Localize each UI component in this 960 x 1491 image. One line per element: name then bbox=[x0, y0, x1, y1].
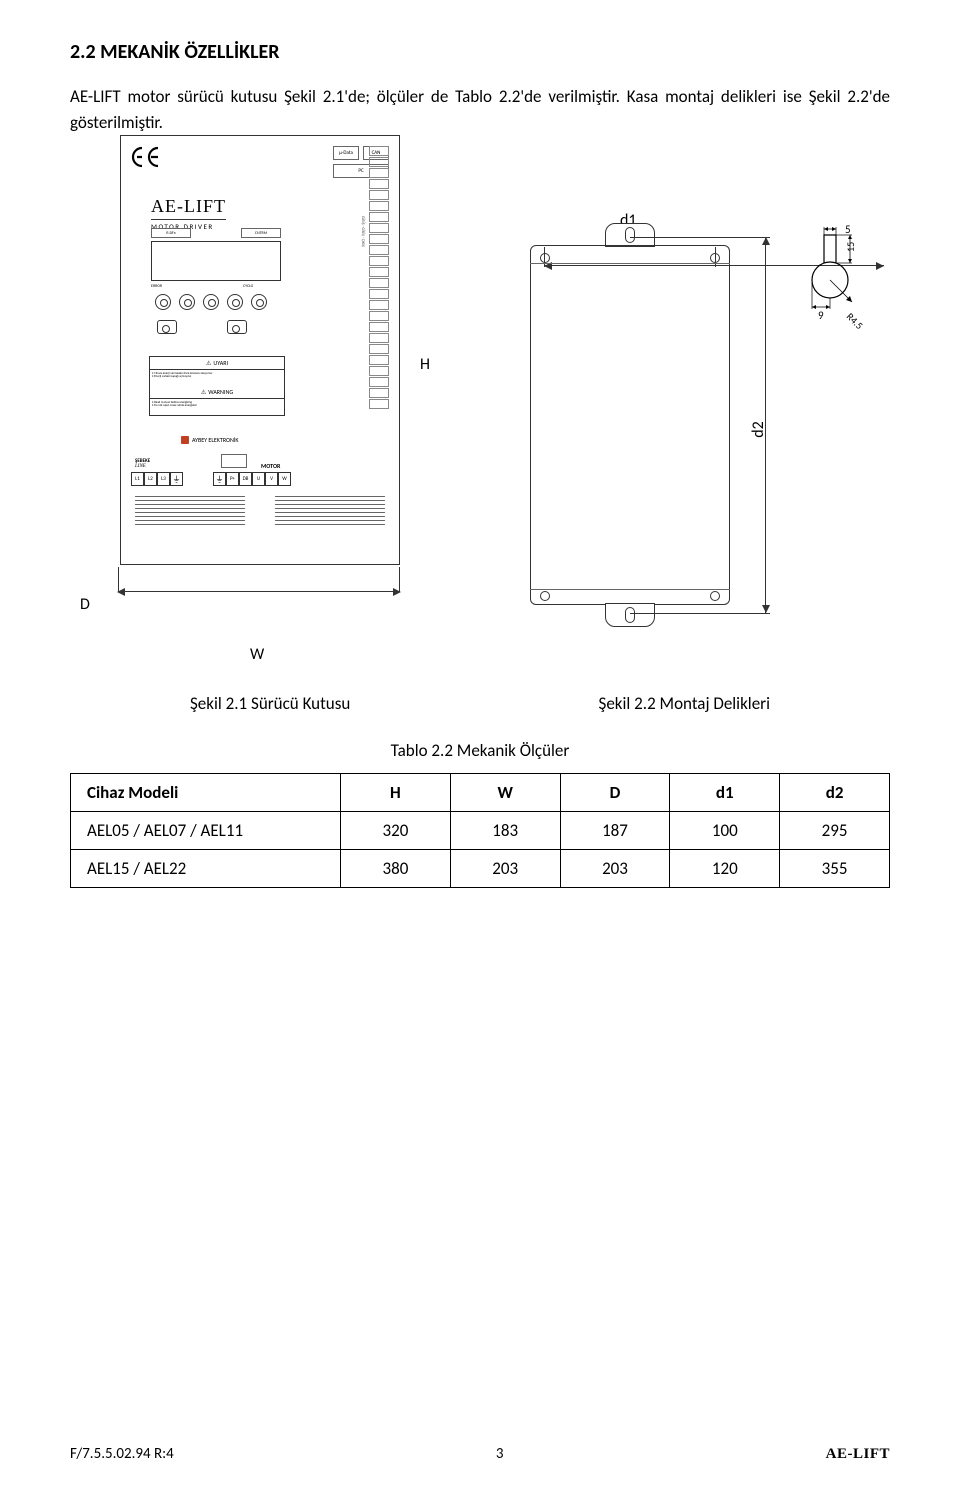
key-dim-15: 15 bbox=[844, 242, 857, 252]
keypad-row-2 bbox=[157, 320, 247, 334]
keypad-button[interactable] bbox=[203, 294, 219, 310]
width-dimension-arrow bbox=[118, 585, 400, 615]
th-model: Cihaz Modeli bbox=[71, 774, 341, 812]
th-W: W bbox=[450, 774, 560, 812]
warning-icon: ⚠ bbox=[201, 388, 206, 396]
dimension-d2-label: d2 bbox=[749, 421, 768, 438]
lcd-screen bbox=[151, 241, 281, 281]
terminal: L1 bbox=[131, 472, 144, 486]
terminal-row: L1 L2 L3 ⏚ ⏚ P+ DB U V W bbox=[131, 472, 291, 486]
figures-row: μ-Data CAN PC AE-LIFT MOTOR DRIVER R.DFx… bbox=[70, 175, 890, 675]
status-led-rds: R.DFx bbox=[151, 228, 191, 238]
terminal: V bbox=[265, 472, 278, 486]
aybey-brand: AYBEY ELEKTRONİK bbox=[181, 436, 239, 444]
table-row: AEL05 / AEL07 / AEL11 320 183 187 100 29… bbox=[71, 812, 890, 850]
back-plate bbox=[530, 245, 730, 605]
motor-info-box bbox=[221, 454, 247, 468]
device-brand: AE-LIFT bbox=[151, 196, 226, 217]
side-connector-column bbox=[369, 146, 389, 444]
table-row: AEL15 / AEL22 380 203 203 120 355 bbox=[71, 850, 890, 888]
th-D: D bbox=[560, 774, 670, 812]
status-led-cntrm: CNTRM bbox=[241, 228, 281, 238]
figure-drive-box: μ-Data CAN PC AE-LIFT MOTOR DRIVER R.DFx… bbox=[70, 135, 450, 675]
ventilation-slots bbox=[135, 496, 385, 556]
terminal: U bbox=[252, 472, 265, 486]
dimension-d-label: D bbox=[80, 595, 90, 614]
mount-hole bbox=[540, 591, 550, 601]
figure-mounting-holes: d1 d2 bbox=[470, 195, 890, 675]
motor-label: MOTOR bbox=[261, 462, 280, 470]
page-footer: F/7.5.5.02.94 R:4 3 AE-LIFT bbox=[70, 1445, 890, 1463]
cell-model: AEL05 / AEL07 / AEL11 bbox=[71, 812, 341, 850]
caption-fig2: Şekil 2.2 Montaj Delikleri bbox=[599, 693, 770, 714]
mount-hole bbox=[710, 591, 720, 601]
terminal: L3 bbox=[157, 472, 170, 486]
mount-slot-top bbox=[625, 227, 635, 243]
label-error: ERROR bbox=[151, 284, 162, 289]
terminal: DB bbox=[239, 472, 252, 486]
warning-panel: ⚠UYARI • Cihaza enerji vermeden önce kıl… bbox=[149, 356, 285, 416]
mount-hole bbox=[710, 253, 720, 263]
keypad-button[interactable] bbox=[157, 320, 177, 334]
label-cyclg: CYCLG bbox=[243, 284, 253, 289]
mechanical-dimensions-table: Cihaz Modeli H W D d1 d2 AEL05 / AEL07 /… bbox=[70, 773, 890, 888]
side-labels: GİRİŞ · GİRİŞ · ÇIKIŞ bbox=[360, 216, 365, 247]
keypad-row-1 bbox=[155, 294, 267, 310]
section-title: 2.2 MEKANİK ÖZELLİKLER bbox=[70, 40, 890, 64]
figure-captions: Şekil 2.1 Sürücü Kutusu Şekil 2.2 Montaj… bbox=[70, 693, 890, 714]
cell: 320 bbox=[341, 812, 451, 850]
mount-hole bbox=[540, 253, 550, 263]
cell-model: AEL15 / AEL22 bbox=[71, 850, 341, 888]
intro-paragraph: AE-LIFT motor sürücü kutusu Şekil 2.1'de… bbox=[70, 84, 890, 135]
aybey-logo-icon bbox=[181, 436, 189, 444]
footer-brand: AE-LIFT bbox=[826, 1446, 890, 1463]
ground-terminal-icon: ⏚ bbox=[213, 472, 226, 486]
keypad-button[interactable] bbox=[227, 320, 247, 334]
cell: 203 bbox=[560, 850, 670, 888]
cell: 380 bbox=[341, 850, 451, 888]
mount-slot-bottom bbox=[625, 607, 635, 623]
key-dim-R: R4.5 bbox=[844, 310, 866, 332]
aybey-text: AYBEY ELEKTRONİK bbox=[192, 436, 239, 444]
cell: 183 bbox=[450, 812, 560, 850]
dimension-h-label: H bbox=[420, 355, 430, 374]
port-udata: μ-Data bbox=[333, 146, 359, 160]
warning-icon: ⚠ bbox=[206, 359, 211, 367]
keypad-button[interactable] bbox=[155, 294, 171, 310]
keypad-button[interactable] bbox=[227, 294, 243, 310]
footer-doc-ref: F/7.5.5.02.94 R:4 bbox=[70, 1445, 174, 1463]
caption-fig1: Şekil 2.1 Sürücü Kutusu bbox=[190, 693, 350, 714]
footer-page-number: 3 bbox=[496, 1445, 504, 1463]
terminal: W bbox=[278, 472, 291, 486]
cell: 187 bbox=[560, 812, 670, 850]
dimension-w-label: W bbox=[250, 645, 264, 664]
ce-mark-icon bbox=[131, 146, 161, 174]
th-d1: d1 bbox=[670, 774, 780, 812]
cell: 100 bbox=[670, 812, 780, 850]
terminal: P+ bbox=[226, 472, 239, 486]
label: R.DFx bbox=[166, 231, 175, 236]
warning-title: WARNING bbox=[208, 388, 233, 396]
cell: 295 bbox=[780, 812, 890, 850]
line-label: LINE bbox=[135, 464, 150, 469]
th-d2: d2 bbox=[780, 774, 890, 812]
key-dim-5: 5 bbox=[845, 225, 851, 236]
ground-terminal-icon: ⏚ bbox=[170, 472, 183, 486]
warning-title: UYARI bbox=[213, 359, 228, 367]
terminal: L2 bbox=[144, 472, 157, 486]
keypad-button[interactable] bbox=[251, 294, 267, 310]
key-dim-9: 9 bbox=[818, 309, 824, 322]
keyhole-detail: 5 15 9 bbox=[790, 225, 880, 345]
drive-enclosure: μ-Data CAN PC AE-LIFT MOTOR DRIVER R.DFx… bbox=[120, 135, 400, 565]
cell: 203 bbox=[450, 850, 560, 888]
cell: 355 bbox=[780, 850, 890, 888]
label: CNTRM bbox=[255, 231, 267, 236]
keypad-button[interactable] bbox=[179, 294, 195, 310]
cell: 120 bbox=[670, 850, 780, 888]
th-H: H bbox=[341, 774, 451, 812]
table-caption: Tablo 2.2 Mekanik Ölçüler bbox=[70, 740, 890, 761]
